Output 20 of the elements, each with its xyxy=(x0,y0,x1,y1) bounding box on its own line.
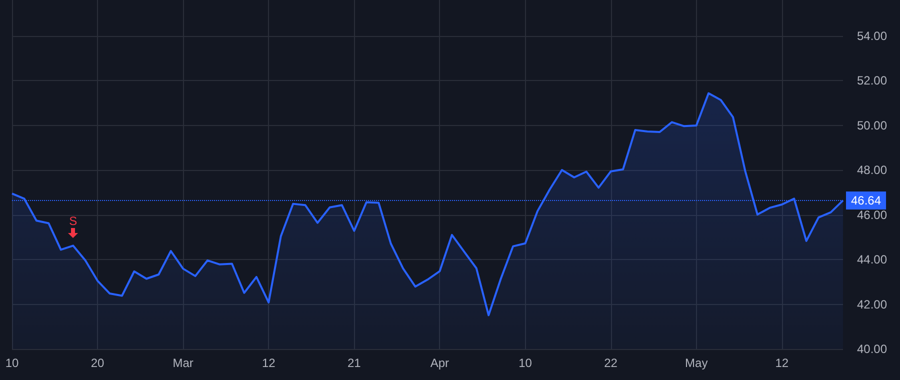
x-tick-label: 12 xyxy=(775,356,789,370)
x-tick-label: 10 xyxy=(518,356,532,370)
y-tick-label: 54.00 xyxy=(857,28,888,43)
x-tick-label: Apr xyxy=(430,356,450,370)
y-tick-label: 52.00 xyxy=(857,74,888,88)
y-tick-label: 50.00 xyxy=(857,118,888,132)
y-tick-label: 40.00 xyxy=(857,342,888,356)
x-tick-label: 21 xyxy=(347,356,362,370)
ref-line-label: 46.64 xyxy=(851,193,882,208)
x-tick-label: 12 xyxy=(262,356,276,370)
x-tick-label: May xyxy=(685,356,708,370)
x-tick-label: 20 xyxy=(90,356,105,370)
x-tick-label: Mar xyxy=(172,356,194,370)
y-tick-label: 44.00 xyxy=(857,252,888,267)
x-tick-label: 10 xyxy=(5,356,19,370)
y-tick-label: 42.00 xyxy=(857,297,888,312)
annotation: S xyxy=(68,214,78,228)
y-tick-label: 46.00 xyxy=(857,208,888,222)
x-tick-label: 22 xyxy=(604,356,618,370)
y-tick-label: 48.00 xyxy=(857,163,888,178)
